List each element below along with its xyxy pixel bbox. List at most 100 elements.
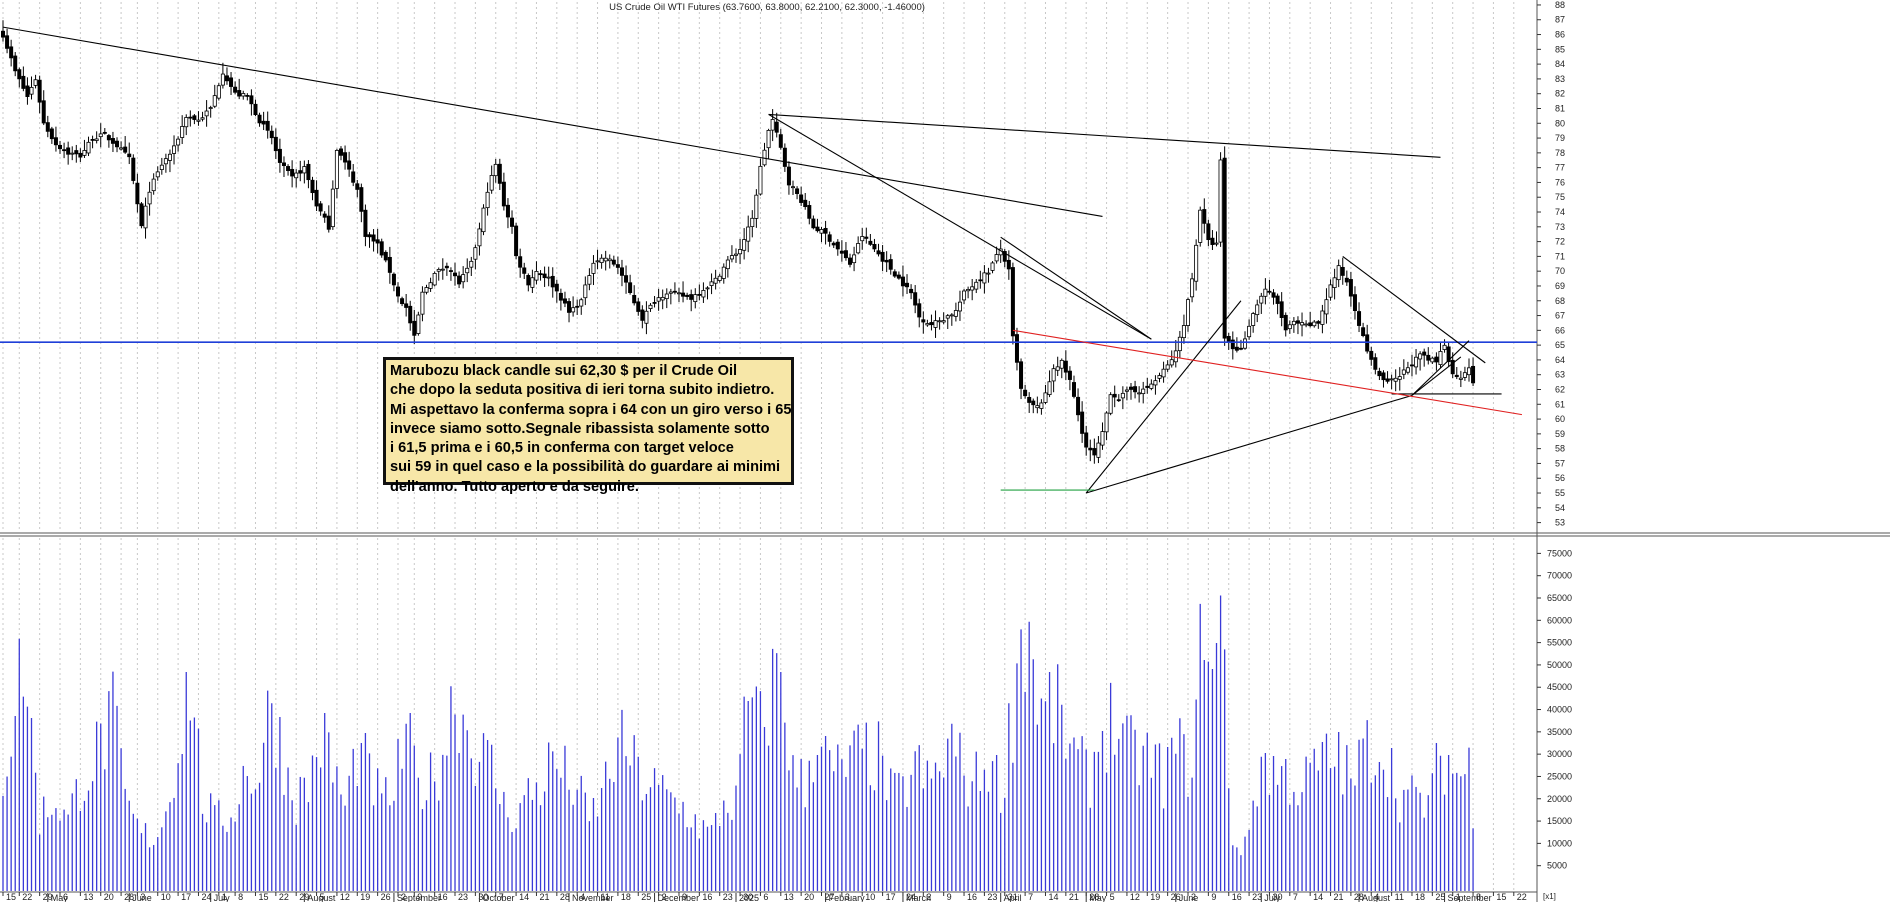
volume-tick-label: 40000 xyxy=(1547,705,1572,715)
volume-tick-label: 70000 xyxy=(1547,571,1572,581)
price-tick-label: 62 xyxy=(1555,384,1565,394)
price-tick-label: 68 xyxy=(1555,296,1565,306)
candle-body xyxy=(721,266,726,279)
candle-body xyxy=(880,251,885,262)
candle-body xyxy=(1414,356,1419,368)
day-tick-label: 7 xyxy=(1293,892,1298,902)
candle-body xyxy=(856,243,861,254)
day-tick-label: 5 xyxy=(320,892,325,902)
trendline xyxy=(1086,394,1413,494)
candle-body xyxy=(1263,288,1268,297)
trendline xyxy=(768,113,1441,158)
candle-body xyxy=(1031,400,1036,406)
candle-body xyxy=(949,314,954,317)
candle-body xyxy=(782,147,787,167)
candle-body xyxy=(945,315,950,319)
candle-body xyxy=(1214,242,1219,245)
candle-body xyxy=(184,117,189,128)
candle-body xyxy=(1247,325,1252,338)
day-tick-label: 15 xyxy=(1496,892,1506,902)
price-tick-label: 76 xyxy=(1555,177,1565,187)
day-tick-label: 4 xyxy=(1374,892,1379,902)
day-tick-label: 11 xyxy=(601,892,610,902)
candle-body xyxy=(1120,392,1125,399)
day-tick-label: 22 xyxy=(1517,892,1527,902)
candle-body xyxy=(375,239,380,244)
candle-body xyxy=(852,254,857,264)
candle-body xyxy=(697,293,702,296)
day-tick-label: 16 xyxy=(702,892,712,902)
candle-body xyxy=(750,217,755,228)
candle-body xyxy=(294,172,299,179)
candles xyxy=(0,20,1476,464)
day-tick-label: 23 xyxy=(1252,892,1262,902)
candle-body xyxy=(1222,157,1227,339)
candle-body xyxy=(485,191,490,209)
candle-body xyxy=(1238,347,1243,350)
candle-body xyxy=(1059,359,1064,369)
candle-body xyxy=(599,257,604,264)
day-tick-label: 20 xyxy=(104,892,114,902)
candle-body xyxy=(74,150,79,155)
candle-body xyxy=(595,260,600,263)
candle-body xyxy=(611,259,616,265)
candle-body xyxy=(448,270,453,272)
candle-body xyxy=(257,114,262,124)
annotation-line: Marubozu black candle sui 62,30 $ per il… xyxy=(390,363,738,379)
candle-body xyxy=(860,236,865,242)
volume-tick-label: 60000 xyxy=(1547,615,1572,625)
day-tick-label: 16 xyxy=(438,892,448,902)
candle-body xyxy=(1361,327,1366,336)
candle-body xyxy=(1324,299,1329,315)
candle-body xyxy=(1104,412,1109,433)
candle-body xyxy=(974,281,979,290)
day-tick-label: 23 xyxy=(987,892,997,902)
candle-body xyxy=(1377,370,1382,377)
candle-body xyxy=(917,303,922,318)
candle-body xyxy=(848,257,853,265)
candle-body xyxy=(1165,364,1170,370)
day-tick-label: 11 xyxy=(1395,892,1404,902)
candle-body xyxy=(1206,223,1211,241)
candle-body xyxy=(1462,372,1467,378)
annotation-text: Marubozu black candle sui 62,30 $ per il… xyxy=(390,362,791,497)
candle-body xyxy=(404,303,409,308)
candle-body xyxy=(192,115,197,120)
candle-body xyxy=(962,290,967,301)
candle-body xyxy=(1096,442,1101,458)
day-tick-label: 22 xyxy=(279,892,289,902)
candle-body xyxy=(159,164,164,171)
day-tick-label: 14 xyxy=(1313,892,1323,902)
candle-body xyxy=(1084,432,1089,448)
candle-body xyxy=(1088,447,1093,451)
day-tick-label: 5 xyxy=(1110,892,1115,902)
candle-body xyxy=(408,305,413,324)
candle-body xyxy=(1405,367,1410,373)
day-tick-label: 25 xyxy=(1435,892,1445,902)
candle-body xyxy=(277,148,282,163)
candle-body xyxy=(1369,350,1374,360)
month-tick-label: February xyxy=(829,893,866,902)
candle-body xyxy=(1112,393,1117,398)
day-tick-label: 24 xyxy=(906,892,916,902)
candle-body xyxy=(412,320,417,336)
candle-body xyxy=(668,291,673,294)
candle-body xyxy=(359,187,364,212)
candle-body xyxy=(803,199,808,208)
candle-body xyxy=(872,244,877,250)
price-tick-label: 53 xyxy=(1555,518,1565,528)
price-tick-label: 80 xyxy=(1555,118,1565,128)
volume-tick-label: 10000 xyxy=(1547,838,1572,848)
candle-body xyxy=(98,133,103,138)
candle-body xyxy=(1454,374,1459,378)
candle-body xyxy=(758,165,763,195)
day-tick-label: 21 xyxy=(1334,892,1344,902)
candle-body xyxy=(249,95,254,105)
candle-body xyxy=(770,119,775,131)
candle-body xyxy=(514,225,519,257)
candle-body xyxy=(823,227,828,234)
trendline xyxy=(1012,329,1523,416)
candle-body xyxy=(261,120,266,125)
candle-body xyxy=(518,256,523,268)
